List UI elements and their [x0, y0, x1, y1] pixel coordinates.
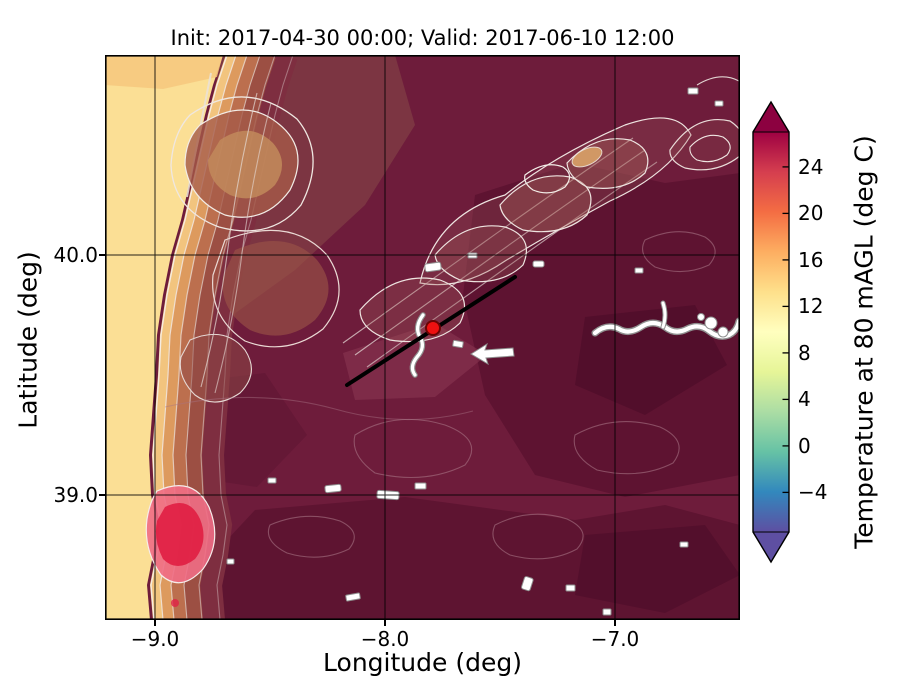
- contour-line: [184, 109, 299, 218]
- map-plot: [105, 55, 740, 620]
- colorbar-gradient: [753, 132, 789, 532]
- lake: [565, 584, 576, 592]
- mountain-blob: [222, 241, 329, 336]
- reservoir: [717, 326, 729, 338]
- lake: [324, 483, 342, 494]
- ocean-region: [105, 55, 223, 620]
- contour-line: [689, 134, 731, 163]
- x-tick-label: −8.0: [360, 627, 410, 651]
- colorbar-arrow-under: [753, 532, 789, 562]
- lake: [226, 558, 235, 565]
- lake: [687, 87, 699, 95]
- colorbar-tick-label: 20: [798, 201, 824, 225]
- y-tick-label: 39.0: [53, 483, 98, 507]
- lake: [634, 267, 644, 274]
- y-tick-mark: [99, 254, 105, 256]
- contour-line: [145, 485, 216, 584]
- y-tick-label: 40.0: [53, 243, 98, 267]
- contour-line: [342, 137, 634, 344]
- lake: [345, 592, 361, 602]
- colorbar-tick-label: 24: [798, 155, 824, 179]
- faint-contour: [267, 515, 355, 558]
- mountain-peak: [571, 146, 603, 168]
- colorbar-tick-label: 12: [798, 294, 824, 318]
- contour-line: [179, 333, 252, 403]
- x-tick-label: −9.0: [130, 627, 180, 651]
- colorbar-tick-marks: [782, 166, 789, 494]
- lake: [532, 260, 545, 268]
- ocean-warm-strip: [105, 55, 223, 89]
- x-tick-mark: [614, 620, 616, 626]
- faint-contour: [573, 421, 680, 475]
- lake: [424, 261, 442, 273]
- colorbar-label: Temperature at 80 mAGL (deg C): [849, 135, 879, 549]
- lake: [267, 477, 277, 484]
- plot-border: [105, 55, 740, 620]
- contour-line: [696, 76, 740, 86]
- cross-section-marker: [425, 320, 441, 336]
- faint-contour: [353, 418, 473, 479]
- warm-spot-inner: [155, 503, 204, 566]
- lake: [679, 541, 689, 548]
- faint-contour: [164, 396, 474, 421]
- darker-core: [575, 305, 727, 415]
- contour-line: [524, 164, 571, 194]
- colorbar-arrow-over: [753, 102, 789, 132]
- mountain-blob: [180, 334, 252, 403]
- contour-line: [366, 161, 658, 368]
- lake: [521, 576, 534, 592]
- lake: [602, 608, 612, 616]
- lake: [714, 100, 724, 107]
- colorbar-tick-label: 0: [798, 434, 811, 458]
- warm-speck: [171, 599, 179, 607]
- colorbar: [752, 100, 790, 564]
- x-tick-mark: [154, 620, 156, 626]
- x-tick-mark: [384, 620, 386, 626]
- river-branch: [661, 301, 667, 329]
- ridge-contour: [434, 225, 527, 283]
- colorbar-tick-label: 4: [798, 387, 811, 411]
- x-tick-label: −7.0: [590, 627, 640, 651]
- x-axis-label: Longitude (deg): [323, 648, 522, 677]
- contour-line: [214, 102, 272, 394]
- mountain-blob: [208, 130, 283, 199]
- reservoir: [697, 313, 705, 321]
- faint-contour: [642, 231, 716, 273]
- reservoir: [704, 316, 718, 330]
- plot-title: Init: 2017-04-30 00:00; Valid: 2017-06-1…: [170, 26, 675, 50]
- contour-line: [212, 229, 340, 348]
- darker-core: [575, 525, 740, 613]
- colorbar-tick-label: −4: [798, 480, 828, 504]
- lake: [452, 339, 464, 349]
- stream: [410, 313, 425, 377]
- lake: [414, 482, 427, 490]
- ridge-contour: [419, 117, 692, 286]
- colorbar-tick-label: 8: [798, 341, 811, 365]
- y-tick-mark: [99, 494, 105, 496]
- colorbar-tick-label: 16: [798, 248, 824, 272]
- water-bodies: [226, 87, 740, 616]
- terrain-contours: [164, 76, 740, 560]
- river-arrow-shape: [470, 342, 515, 366]
- ridge-contour: [499, 175, 592, 233]
- grid-lines: [105, 55, 740, 620]
- river: [592, 318, 740, 339]
- warm-spot: [145, 485, 216, 607]
- faint-contour: [492, 513, 584, 560]
- y-axis-label: Latitude (deg): [13, 251, 43, 429]
